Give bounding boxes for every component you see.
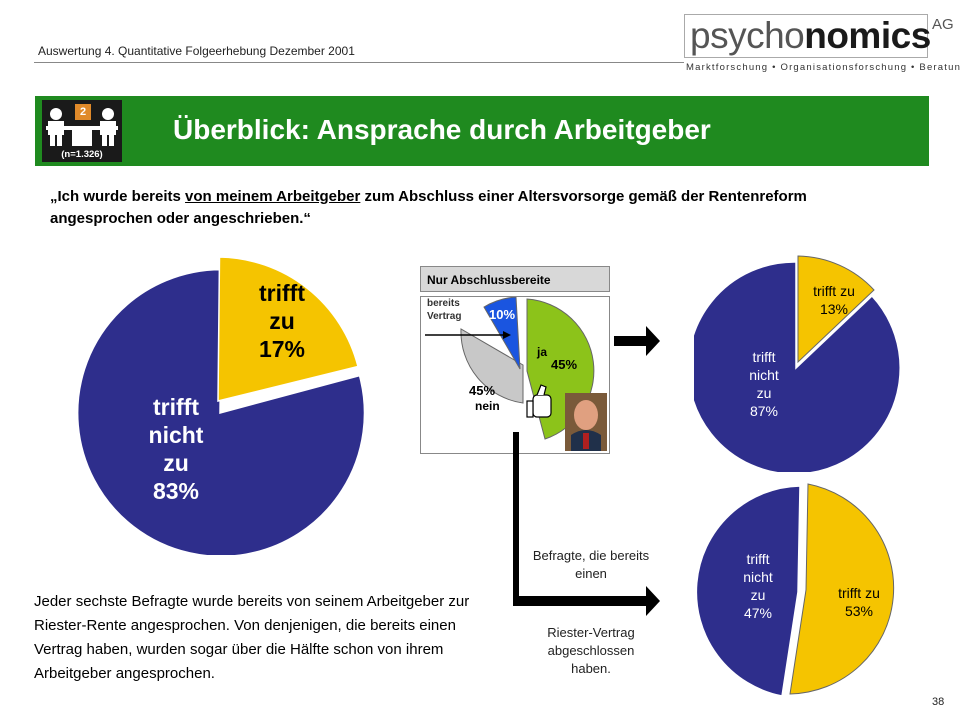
right-top-yes-label: trifft zu 13% — [798, 282, 870, 318]
page-title: Überblick: Ansprache durch Arbeitgeber — [173, 114, 711, 145]
right-bottom-no-label: trifft nicht zu 47% — [728, 550, 788, 622]
right-top-yes-slice — [797, 255, 875, 364]
subgroup-no-slice — [460, 328, 524, 404]
main-pie-no-pct: 83% — [152, 478, 200, 504]
survey-badge: 2 (n=1.326) — [42, 100, 122, 162]
caption-line1: Befragte, die bereits einen — [532, 548, 650, 581]
sample-size: (n=1.326) — [61, 149, 103, 160]
main-pie-yes-pct: 17% — [258, 336, 306, 362]
yes-pct-small: 45% — [551, 357, 578, 372]
main-pie-no-line2: nicht — [148, 422, 204, 448]
right-top-pie-svg — [687, 255, 901, 475]
psychonomics-logo: psychonomics AG Marktforschung • Organis… — [684, 14, 960, 76]
logo-word-part1: psycho — [690, 15, 805, 56]
survey-question: „Ich wurde bereits von meinem Arbeitgebe… — [50, 186, 880, 230]
summary-text: Jeder sechste Befragte wurde bereits von… — [34, 593, 470, 682]
contract-pct: 10% — [489, 307, 516, 322]
contract-label-2: Vertrag — [427, 311, 462, 322]
title-banner: 2 (n=1.326) Überblick: Ansprache durch A… — [35, 96, 929, 166]
contract-label-1: bereits — [427, 298, 460, 309]
question-underlined: von meinem Arbeitgeber — [185, 188, 361, 205]
main-pie-yes-slice — [217, 256, 359, 402]
question-text-1: „Ich wurde bereits — [50, 188, 186, 205]
right-top-no-pct: 87% — [749, 403, 779, 419]
right-top-no-label: trifft nicht zu 87% — [734, 348, 794, 420]
page-number: 38 — [932, 696, 945, 708]
thumbs-up-icon — [526, 384, 552, 418]
right-top-pie-chart: trifft zu 13% trifft nicht zu 87% — [687, 252, 924, 475]
right-bottom-yes-label: trifft zu 53% — [824, 584, 894, 620]
subgroup-panel: Nur Abschlussbereite bereits Vertrag — [420, 266, 612, 456]
subgroup-header: Nur Abschlussbereite — [420, 266, 610, 292]
caption-line2: Riester-Vertrag abgeschlossen haben. — [547, 625, 635, 676]
subgroup-pie-svg — [425, 296, 607, 451]
no-label-small: nein — [475, 399, 500, 413]
logo-wordmark: psychonomics — [690, 15, 931, 57]
no-pct-small: 45% — [469, 383, 496, 398]
main-pie-yes-label: trifft zu 17% — [232, 279, 332, 363]
main-pie-no-line1: trifft — [153, 394, 199, 420]
header-divider — [34, 62, 684, 63]
portrait-photo — [565, 393, 607, 451]
main-pie-no-label: trifft nicht zu 83% — [116, 393, 236, 505]
right-bottom-no-line2: nicht — [743, 569, 773, 585]
main-pie-no-line3: zu — [163, 450, 189, 476]
main-pie-no-slice — [76, 268, 366, 558]
logo-frame — [684, 14, 928, 58]
contract-label: bereits Vertrag — [427, 297, 461, 323]
main-pie-yes-line2: zu — [269, 308, 295, 334]
right-bottom-pie-svg — [695, 483, 895, 697]
question-text-2: zum Abschluss einer Altersvorsorge gemäß… — [50, 188, 807, 227]
main-pie-yes-line1: trifft — [259, 280, 305, 306]
right-top-yes-pct: 13% — [819, 301, 849, 317]
right-bottom-yes-pct: 53% — [844, 603, 874, 619]
main-pie-svg — [76, 256, 366, 558]
right-bottom-no-pct: 47% — [743, 605, 773, 621]
logo-tagline: Marktforschung • Organisationsforschung … — [686, 62, 960, 73]
connector-arrows — [513, 326, 660, 616]
right-top-no-slice — [687, 261, 901, 475]
subgroup-body: bereits Vertrag 10% ja 45% 45% nein — [420, 296, 610, 454]
meeting-icon — [46, 108, 118, 146]
right-bottom-pie-chart: trifft zu 53% trifft nicht zu 47% — [694, 480, 924, 700]
right-bottom-yes-slice — [789, 483, 895, 695]
right-top-no-line3: zu — [756, 385, 772, 401]
right-bottom-no-line1: trifft — [746, 551, 770, 567]
right-bottom-no-line3: zu — [750, 587, 766, 603]
logo-suffix: AG — [932, 16, 954, 33]
report-subtitle: Auswertung 4. Quantitative Folgeerhebung… — [38, 44, 355, 58]
right-top-no-line1: trifft — [752, 349, 776, 365]
yes-label-small: ja — [537, 345, 548, 359]
right-bottom-no-slice — [695, 485, 801, 697]
right-bottom-yes-line1: trifft zu — [838, 585, 880, 601]
main-pie-chart: trifft zu 17% trifft nicht zu 83% — [60, 255, 380, 558]
right-top-yes-line1: trifft zu — [813, 283, 855, 299]
subgroup-contract-slice — [483, 296, 521, 370]
badge-number: 2 — [75, 104, 91, 120]
logo-word-part2: nomics — [804, 15, 931, 56]
right-top-no-line2: nicht — [749, 367, 779, 383]
